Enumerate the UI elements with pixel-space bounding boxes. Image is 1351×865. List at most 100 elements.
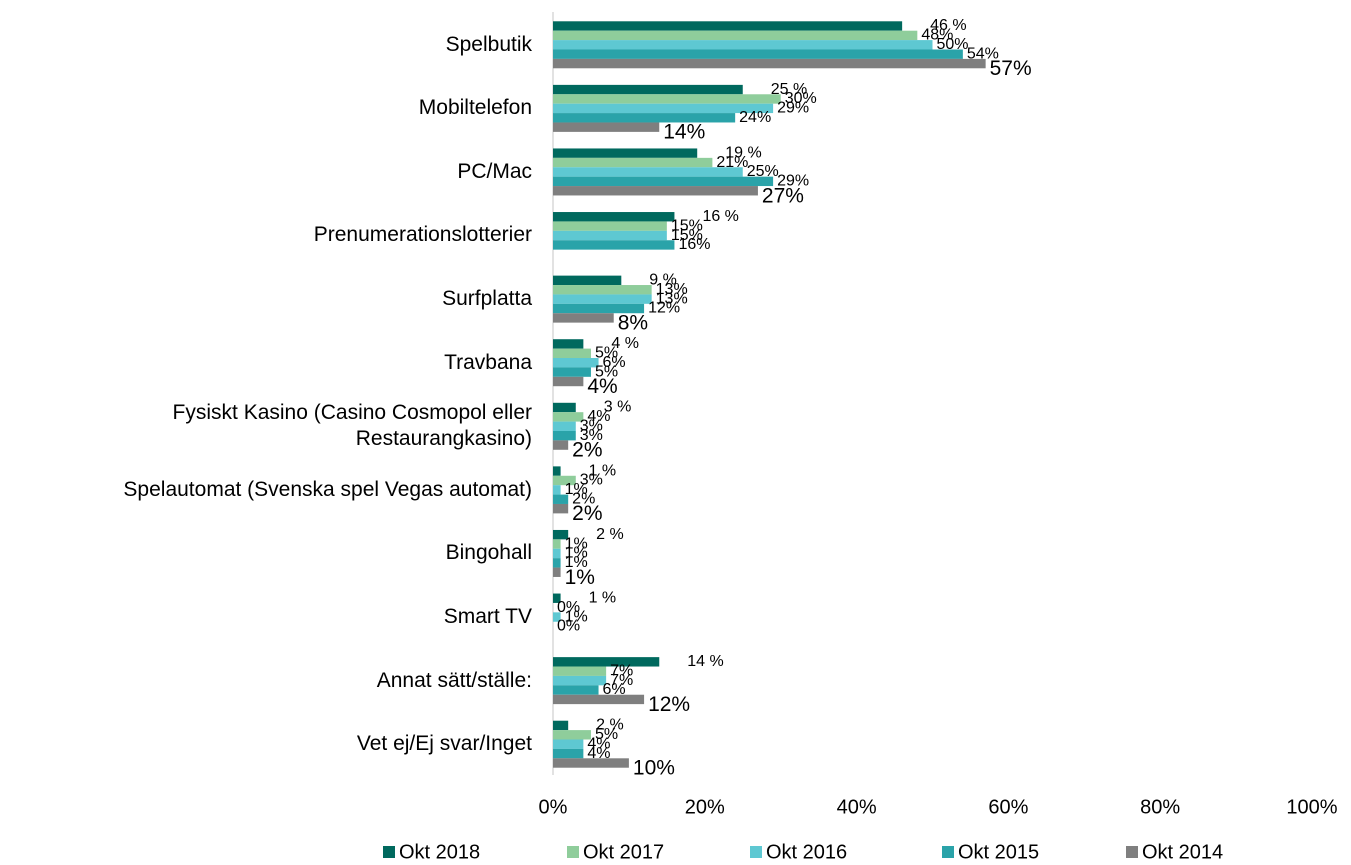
bar	[553, 122, 660, 132]
category-text: Spelautomat (Svenska spel Vegas automat)	[123, 477, 532, 501]
value-label: 7%	[610, 672, 633, 689]
bar	[553, 212, 675, 222]
value-label: 1%	[565, 566, 595, 589]
bar	[553, 685, 599, 695]
bar	[553, 167, 743, 177]
value-label: 50%	[937, 36, 969, 53]
bar	[553, 758, 629, 768]
bar	[553, 58, 986, 69]
value-label: 0%	[557, 599, 580, 616]
bar	[553, 240, 675, 250]
bar	[553, 294, 652, 304]
legend-swatch	[383, 846, 395, 858]
bar	[553, 548, 561, 559]
value-label: 5%	[595, 726, 618, 743]
value-label: 4%	[587, 735, 610, 752]
bar	[553, 558, 561, 568]
category-text: Mobiltelefon	[418, 96, 532, 120]
bar	[553, 30, 918, 41]
legend-swatch	[1126, 846, 1138, 858]
bar	[553, 666, 607, 676]
value-label: 57%	[990, 57, 1032, 80]
bar	[553, 348, 591, 359]
value-label: 16 %	[702, 208, 738, 225]
category-text: Fysiskt Kasino (Casino Cosmopol eller Re…	[172, 401, 532, 451]
bar	[553, 21, 903, 31]
category-text: Vet ej/Ej svar/Inget	[356, 732, 532, 756]
bar	[553, 275, 622, 286]
bar	[553, 494, 569, 504]
bar	[553, 694, 645, 705]
legend-swatch	[942, 846, 954, 858]
bar	[553, 739, 584, 749]
bar	[553, 503, 569, 514]
category-text: Prenumerationslotterier	[313, 223, 532, 247]
value-label: 29%	[777, 173, 809, 190]
value-label: 1%	[565, 554, 588, 571]
bar	[553, 285, 652, 295]
x-tick-label: 60%	[988, 796, 1028, 818]
value-label: 15%	[671, 217, 703, 234]
category-label: Mobiltelefon	[0, 76, 532, 140]
category-text: Spelbutik	[445, 32, 532, 56]
value-label: 14 %	[687, 653, 723, 670]
bar	[553, 103, 774, 114]
value-label: 12%	[648, 300, 680, 317]
bar	[553, 148, 698, 158]
bar	[553, 230, 667, 241]
category-label: Vet ej/Ej svar/Inget	[0, 712, 532, 776]
bar	[553, 303, 645, 314]
bar	[553, 84, 743, 95]
value-label: 9 %	[649, 272, 677, 289]
value-label: 24%	[739, 109, 771, 126]
value-label: 7%	[610, 662, 633, 679]
bar	[553, 657, 660, 667]
category-label: Surfplatta	[0, 267, 532, 331]
bar	[553, 94, 781, 104]
legend-swatch	[750, 846, 762, 858]
value-label: 4%	[587, 408, 610, 425]
value-label: 2 %	[596, 717, 624, 734]
bar	[553, 358, 599, 368]
value-label: 21%	[716, 154, 748, 171]
value-label: 3%	[580, 427, 603, 444]
bar	[553, 475, 576, 486]
bar	[553, 675, 607, 686]
value-label: 2%	[572, 439, 602, 462]
value-label: 46 %	[930, 17, 966, 34]
value-label: 27%	[762, 184, 804, 207]
category-label: Prenumerationslotterier	[0, 204, 532, 268]
bar	[553, 466, 561, 476]
bar	[553, 567, 561, 577]
value-label: 3%	[580, 418, 603, 435]
value-label: 5%	[595, 345, 618, 362]
value-label: 48%	[921, 27, 953, 44]
category-text: Annat sätt/ställe:	[376, 668, 532, 692]
bar	[553, 485, 561, 495]
bar	[553, 113, 736, 123]
bar	[553, 186, 758, 196]
bar	[553, 313, 614, 323]
bar	[553, 430, 576, 441]
value-label: 54%	[967, 45, 999, 62]
bar	[553, 157, 713, 168]
bar	[553, 720, 569, 731]
legend-label: Okt 2018	[399, 841, 480, 863]
category-text: Smart TV	[443, 604, 532, 628]
value-label: 5%	[595, 363, 618, 380]
value-label: 8%	[618, 311, 648, 334]
value-label: 2 %	[596, 526, 624, 543]
bar	[553, 40, 933, 50]
bar	[553, 730, 591, 740]
legend-swatch	[567, 846, 579, 858]
category-text: Surfplatta	[442, 287, 532, 310]
value-label: 4%	[587, 745, 610, 762]
category-text: Travbana	[444, 350, 532, 374]
x-tick-label: 40%	[837, 796, 877, 818]
value-label: 16%	[678, 236, 710, 253]
value-label: 1%	[565, 608, 588, 625]
legend-label: Okt 2016	[766, 841, 847, 863]
x-tick-label: 100%	[1286, 796, 1337, 818]
value-label: 25 %	[771, 81, 807, 98]
